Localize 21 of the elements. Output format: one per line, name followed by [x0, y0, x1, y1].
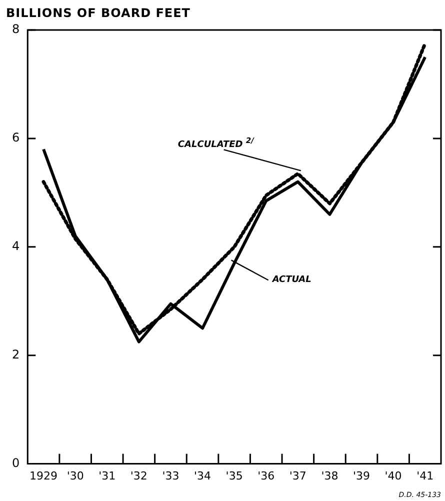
x-tick-label: '41: [416, 469, 434, 482]
x-tick-label: '30: [66, 469, 84, 482]
x-tick-label: '40: [384, 469, 402, 482]
y-tick-label: 8: [12, 22, 20, 36]
x-tick-label: '39: [352, 469, 370, 482]
x-tick-label: '38: [321, 469, 338, 482]
x-tick-label: '36: [258, 469, 275, 482]
x-tick-label: '35: [226, 469, 243, 482]
annotation: ACTUAL: [272, 275, 312, 286]
x-tick-label: '32: [130, 469, 148, 482]
x-tick-label: 1929: [30, 469, 58, 482]
y-axis-title: BILLIONS OF BOARD FEET: [6, 6, 190, 20]
x-tick-label: '34: [194, 469, 212, 482]
annotation: CALCULATED $^{2/}$: [178, 136, 254, 150]
x-tick-label: '37: [289, 469, 306, 482]
y-tick-label: 2: [12, 347, 20, 362]
x-tick-label: '31: [98, 469, 116, 482]
y-tick-label: 0: [12, 456, 20, 470]
y-tick-label: 4: [12, 239, 20, 254]
x-tick-label: '33: [162, 469, 180, 482]
y-tick-label: 6: [12, 130, 20, 145]
